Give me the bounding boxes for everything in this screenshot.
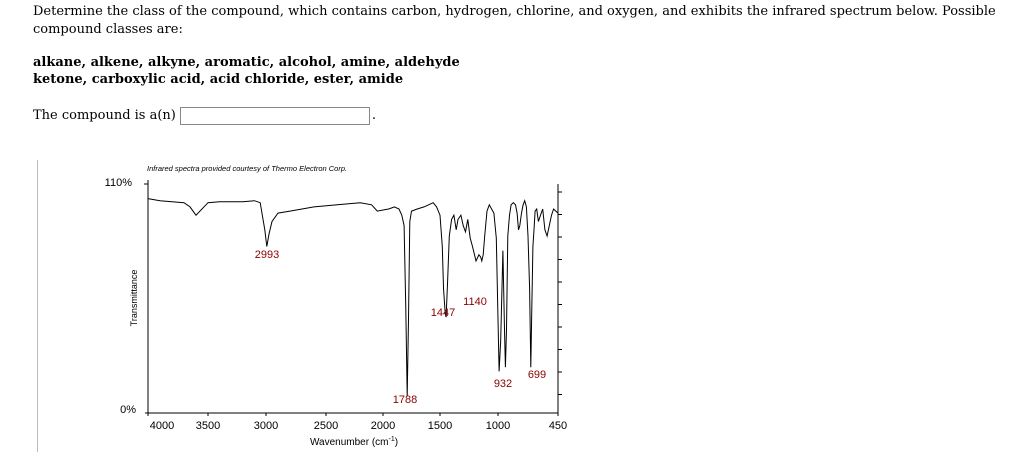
- peak-label-2993: 2993: [255, 249, 279, 261]
- x-tick-label-450: 450: [549, 420, 567, 432]
- y-tick-label-bottom: 0%: [120, 404, 136, 416]
- peak-label-699: 699: [528, 369, 546, 381]
- x-tick-label-2000: 2000: [371, 420, 395, 432]
- x-tick-label-1000: 1000: [486, 420, 510, 432]
- question-text: Determine the class of the compound, whi…: [33, 4, 996, 37]
- x-axis-label: Wavenumber (cm-1): [310, 436, 398, 448]
- chart-credit: Infrared spectra provided courtesy of Th…: [147, 164, 347, 173]
- x-tick-label-1500: 1500: [428, 420, 452, 432]
- x-tick-label-4000: 4000: [150, 420, 174, 432]
- spectrum-line: [147, 198, 559, 397]
- compound-classes-list: alkane, alkene, alkyne, aromatic, alcoho…: [33, 54, 460, 88]
- peak-label-1788: 1788: [393, 394, 417, 406]
- peak-label-932: 932: [494, 378, 512, 390]
- y-axis-label: Transmittance: [129, 270, 139, 327]
- classes-line-1: alkane, alkene, alkyne, aromatic, alcoho…: [33, 55, 460, 70]
- plot-axes: [144, 180, 562, 416]
- classes-line-2: ketone, carboxylic acid, acid chloride, …: [33, 72, 404, 87]
- x-tick-labels: 4000 3500 3000 2500 2000 1500 1000 450: [150, 420, 567, 432]
- peak-label-1140: 1140: [463, 296, 487, 308]
- answer-label: The compound is a(n): [33, 108, 176, 123]
- peak-label-1447: 1447: [431, 307, 455, 319]
- answer-input[interactable]: [179, 107, 370, 125]
- answer-suffix: .: [371, 108, 377, 123]
- y-tick-label-top: 110%: [105, 177, 133, 189]
- x-tick-label-3500: 3500: [196, 420, 220, 432]
- x-tick-label-2500: 2500: [314, 420, 338, 432]
- left-divider: [37, 160, 38, 452]
- x-tick-label-3000: 3000: [254, 420, 278, 432]
- answer-row: The compound is a(n) .: [33, 106, 376, 126]
